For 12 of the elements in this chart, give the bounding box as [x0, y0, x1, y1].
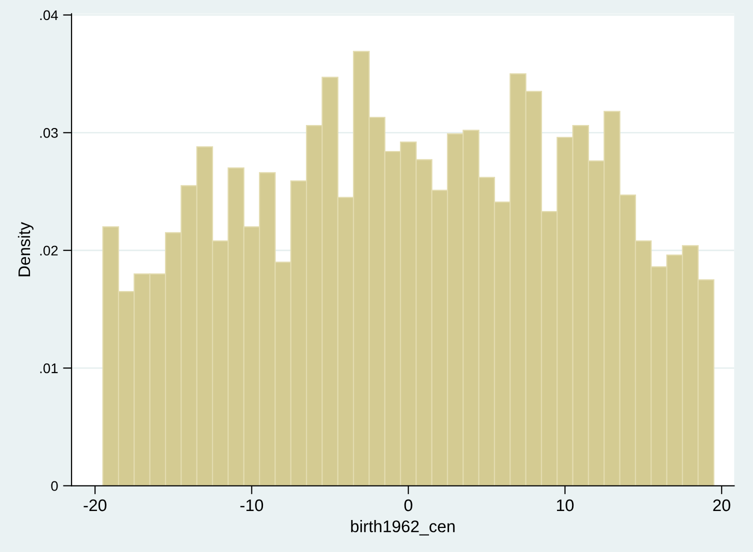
x-tick-label: 20 — [713, 499, 730, 512]
x-tick-label: -10 — [240, 499, 264, 512]
x-axis-title: birth1962_cen — [351, 520, 455, 536]
x-tick-label: 0 — [404, 499, 412, 512]
y-tick-label: 0 — [51, 481, 58, 491]
x-tick-label: -20 — [84, 499, 106, 512]
y-tick-label: .02 — [40, 246, 58, 256]
y-tick-label: .01 — [40, 363, 58, 374]
x-tick-label: 10 — [556, 499, 574, 512]
y-tick-label: .03 — [40, 128, 58, 138]
y-tick-label: .04 — [40, 10, 58, 20]
y-axis-title: Density — [18, 222, 34, 276]
